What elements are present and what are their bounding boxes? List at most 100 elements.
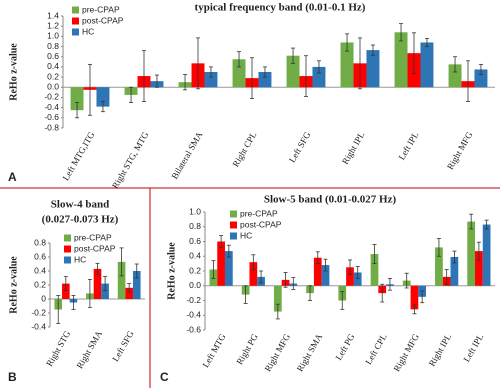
legend-label: post-CPAP — [74, 243, 116, 253]
bar — [410, 285, 419, 310]
y-tick-label: 1.4 — [47, 10, 59, 20]
y-axis-label: ReHo z-value — [8, 256, 19, 314]
bar — [420, 42, 434, 88]
legend-swatch — [64, 256, 71, 264]
legend-swatch — [72, 17, 79, 25]
bar — [474, 69, 488, 88]
bar — [224, 251, 233, 286]
y-tick-label: 0.0 — [47, 82, 59, 92]
legend-swatch — [64, 245, 71, 253]
x-tick-label: Left PG — [333, 332, 356, 362]
y-tick-label: -0.4 — [31, 321, 46, 331]
y-tick-label: 0.8 — [34, 237, 46, 247]
x-tick-label: Right STG — [44, 329, 73, 368]
y-tick-label: 0.0 — [189, 280, 201, 290]
x-tick-label: Left CPL — [363, 332, 389, 366]
x-tick-label: Right CPL — [230, 130, 258, 169]
x-tick-label: Right MFG — [391, 332, 421, 374]
y-tick-label: 0.6 — [189, 236, 201, 246]
bar — [96, 87, 110, 107]
bar — [321, 265, 330, 286]
y-tick-label: 1.0 — [189, 206, 201, 216]
y-tick-label: 0.4 — [34, 265, 46, 275]
y-tick-label: 0.8 — [47, 41, 59, 51]
x-tick-label: Right PG — [234, 332, 260, 367]
legend-swatch — [230, 232, 237, 240]
panel-label: C — [160, 370, 169, 384]
bar — [435, 247, 443, 286]
x-tick-label: Right IPL — [427, 332, 454, 368]
bar — [62, 283, 70, 299]
bar — [258, 72, 272, 88]
bar — [475, 251, 483, 286]
x-tick-label: Bilateral SMA — [169, 130, 204, 181]
bar — [313, 257, 322, 286]
x-tick-label: Left SFG — [110, 329, 136, 364]
y-tick-label: -0.6 — [44, 112, 59, 122]
bar — [249, 262, 258, 286]
legend-label: pre-CPAP — [82, 4, 120, 14]
legend-label: HC — [74, 254, 86, 264]
chart-title: Slow-4 band — [51, 199, 109, 211]
bar — [346, 267, 354, 286]
x-tick-label: Right SMA — [295, 332, 325, 374]
x-tick-label: Left MTG,ITG — [61, 130, 97, 183]
legend-label: HC — [82, 26, 94, 36]
bar — [273, 285, 282, 312]
y-tick-label: 1.0 — [47, 31, 59, 41]
y-tick-label: 0.2 — [34, 279, 46, 289]
panel-label: A — [8, 170, 17, 184]
y-tick-label: -0.4 — [44, 102, 59, 112]
y-axis-label: ReHo z-value — [166, 242, 177, 300]
bar — [125, 287, 133, 299]
y-tick-label: 1.2 — [47, 20, 59, 30]
x-tick-label: Left IPL — [461, 332, 485, 364]
bar — [217, 241, 225, 286]
bar — [448, 64, 462, 88]
bar — [450, 256, 459, 286]
chart-title: Slow-5 band (0.01-0.027 Hz) — [264, 194, 397, 206]
x-tick-label: Right MFG — [263, 332, 293, 374]
x-tick-label: Right STG, MTG — [110, 130, 151, 191]
panel-label: B — [8, 370, 17, 384]
y-tick-label: -0.2 — [44, 92, 59, 102]
x-tick-label: Left MTG — [200, 332, 228, 370]
y-tick-label: 0.6 — [47, 51, 59, 61]
bar — [467, 221, 476, 286]
bar — [353, 272, 362, 286]
x-tick-label: Right SMA — [74, 329, 104, 371]
bar — [482, 224, 491, 286]
bar — [232, 59, 246, 88]
y-tick-label: 0.4 — [189, 251, 201, 261]
chart-title: (0.027-0.073 Hz) — [42, 214, 119, 226]
bar — [370, 254, 379, 286]
y-tick-label: 0.6 — [34, 251, 46, 261]
bar — [340, 42, 354, 88]
legend-label: HC — [240, 230, 252, 240]
y-tick-label: 0.4 — [47, 61, 59, 71]
legend-swatch — [230, 210, 237, 218]
y-tick-label: -0.6 — [186, 324, 201, 334]
x-tick-label: Left IPL — [396, 130, 420, 162]
bar — [117, 261, 126, 299]
legend-label: pre-CPAP — [74, 232, 112, 242]
bar — [93, 268, 102, 299]
chart-title: typical frequency band (0.01-0.1 Hz) — [195, 2, 366, 14]
x-tick-label: Right MFG — [445, 130, 475, 172]
bar — [286, 55, 300, 88]
bar — [312, 66, 326, 88]
y-tick-label: -0.8 — [44, 122, 59, 132]
y-tick-label: -0.4 — [186, 310, 201, 320]
y-tick-label: 0.2 — [47, 71, 59, 81]
y-tick-label: 0.8 — [189, 221, 201, 231]
bar — [132, 271, 141, 299]
y-tick-label: 0.2 — [189, 265, 201, 275]
legend-swatch — [72, 28, 79, 36]
y-tick-label: -0.2 — [186, 295, 201, 305]
legend-label: post-CPAP — [240, 219, 282, 229]
bar — [204, 72, 218, 88]
bar — [394, 32, 408, 88]
x-tick-label: Left SFG — [287, 130, 313, 165]
y-axis-label: ReHo z-value — [8, 43, 19, 101]
